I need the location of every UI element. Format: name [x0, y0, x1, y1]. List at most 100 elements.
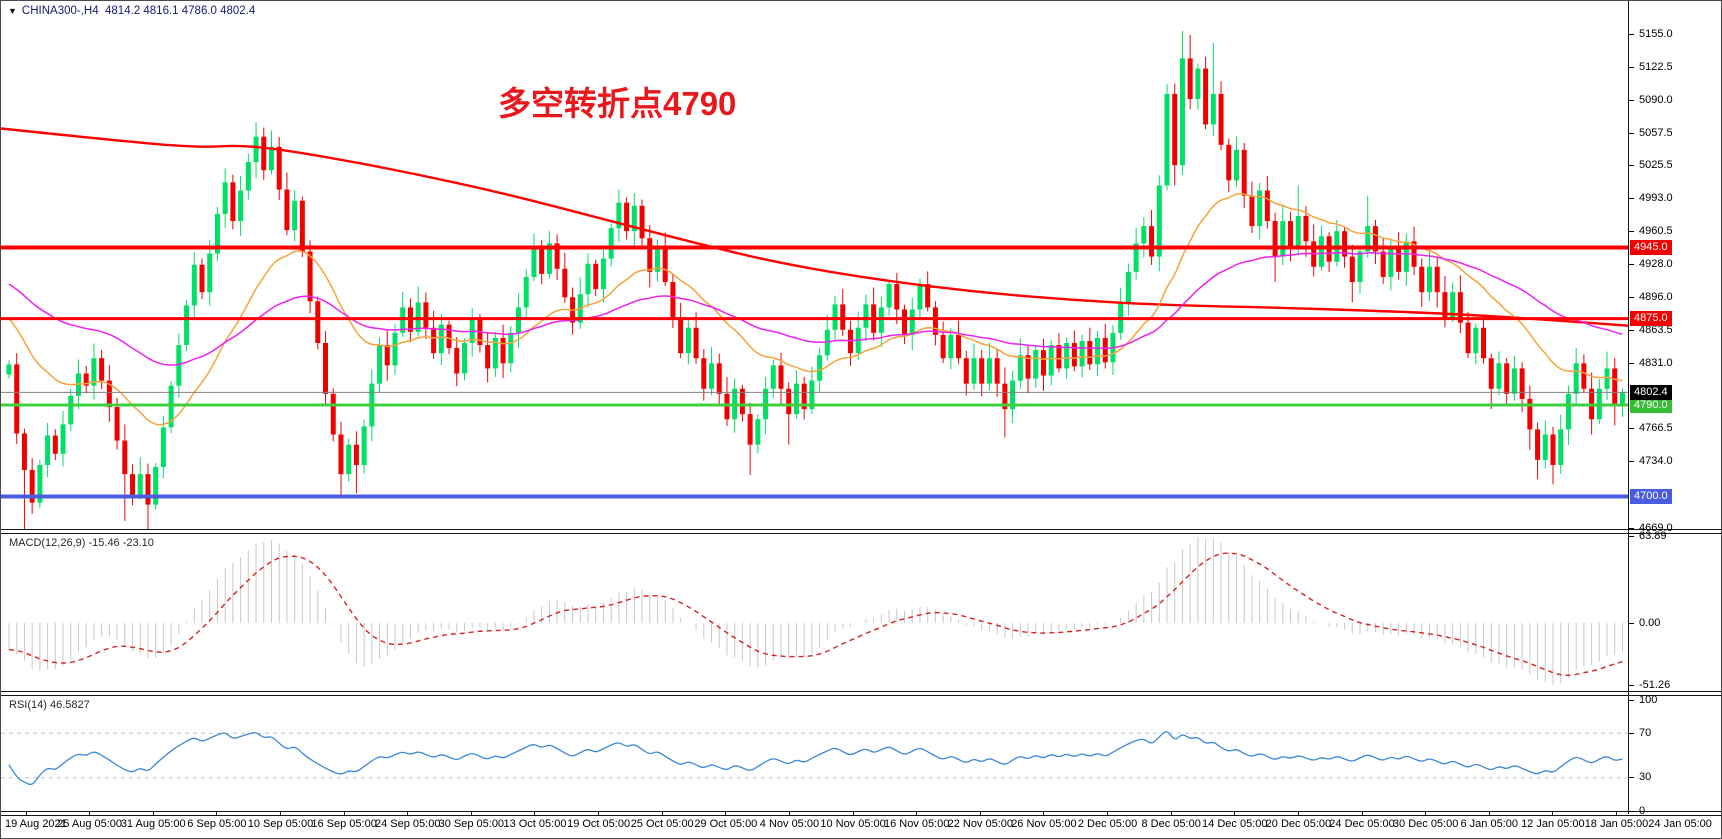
- time-label: 8 Dec 05:00: [1141, 818, 1201, 830]
- time-label: 26 Nov 05:00: [1011, 818, 1077, 830]
- axis-tick: [1628, 461, 1634, 462]
- price-tick-label: 4863.5: [1639, 324, 1673, 336]
- time-tick: [1616, 812, 1617, 816]
- time-tick: [853, 812, 854, 816]
- axis-tick: [1628, 777, 1634, 778]
- axis-tick: [1628, 67, 1634, 68]
- time-label: 6 Jan 05:00: [1460, 818, 1519, 830]
- time-label: 25 Oct 05:00: [630, 818, 694, 830]
- rsi-axis-label: 70: [1639, 727, 1652, 739]
- time-tick: [153, 812, 154, 816]
- axis-tick: [1628, 264, 1634, 265]
- chart-dropdown-icon[interactable]: ▼: [8, 6, 17, 16]
- price-tick-label: 4766.5: [1639, 422, 1673, 434]
- symbol-timeframe-label: CHINA300-,H4: [21, 5, 99, 17]
- time-tick: [1489, 812, 1490, 816]
- price-tick-label: 5155.0: [1639, 28, 1673, 40]
- time-label: 30 Dec 05:00: [1392, 818, 1459, 830]
- time-tick: [471, 812, 472, 816]
- time-label: 19 Oct 05:00: [567, 818, 631, 830]
- time-tick: [407, 812, 408, 816]
- time-tick: [789, 812, 790, 816]
- time-tick: [1234, 812, 1235, 816]
- price-tick-label: 5025.5: [1639, 159, 1673, 171]
- axis-tick: [1628, 100, 1634, 101]
- time-label: 16 Sep 05:00: [311, 818, 377, 830]
- price-tick-label: 4831.0: [1639, 357, 1673, 369]
- time-label: 10 Sep 05:00: [247, 818, 314, 830]
- level-price-badge: 4790.0: [1630, 398, 1672, 413]
- axis-tick: [1628, 165, 1634, 166]
- time-tick: [1298, 812, 1299, 816]
- level-price-badge: 4700.0: [1630, 489, 1672, 504]
- macd-axis-label: 63.89: [1639, 530, 1667, 542]
- macd-pane-canvas[interactable]: [1, 532, 1628, 692]
- rsi-pane-canvas[interactable]: [1, 694, 1628, 812]
- price-axis-border: [1628, 1, 1629, 814]
- time-tick: [344, 812, 345, 816]
- price-tick-label: 4928.0: [1639, 258, 1673, 270]
- time-tick: [1552, 812, 1553, 816]
- price-tick-label: 5090.0: [1639, 94, 1673, 106]
- time-tick: [980, 812, 981, 816]
- price-tick-label: 4896.0: [1639, 291, 1673, 303]
- time-label: 13 Oct 05:00: [503, 818, 567, 830]
- level-price-badge: 4945.0: [1630, 240, 1672, 255]
- price-tick-label: 5057.5: [1639, 127, 1673, 139]
- rsi-axis-label: 30: [1639, 771, 1652, 783]
- axis-tick: [1628, 700, 1634, 701]
- time-tick: [89, 812, 90, 816]
- macd-title: MACD(12,26,9): [9, 537, 86, 549]
- time-label: 25 Aug 05:00: [57, 818, 123, 830]
- annotation-text: 多空转折点4790: [498, 85, 737, 122]
- axis-tick: [1628, 428, 1634, 429]
- time-label: 24 Dec 05:00: [1329, 818, 1395, 830]
- axis-tick: [1628, 34, 1634, 35]
- axis-tick: [1628, 536, 1634, 537]
- macd-values: -15.46 -23.10: [88, 537, 154, 549]
- time-label: 22 Nov 05:00: [947, 818, 1014, 830]
- axis-tick: [1628, 133, 1634, 134]
- axis-tick: [1628, 811, 1634, 812]
- time-label: 14 Dec 05:00: [1202, 818, 1268, 830]
- time-label: 19 Aug 2021: [5, 818, 67, 830]
- time-tick: [534, 812, 535, 816]
- price-tick-label: 4669.0: [1639, 522, 1673, 534]
- time-label: 4 Nov 05:00: [759, 818, 820, 830]
- axis-tick: [1628, 198, 1634, 199]
- time-tick: [598, 812, 599, 816]
- time-tick: [26, 812, 27, 816]
- rsi-timeaxis-separator: [1, 811, 1721, 816]
- rsi-value: 46.5827: [49, 699, 90, 711]
- time-label: 20 Dec 05:00: [1265, 818, 1332, 830]
- rsi-axis-label: 100: [1639, 694, 1658, 706]
- time-label: 24 Sep 05:00: [374, 818, 441, 830]
- time-label: 12 Jan 05:00: [1521, 818, 1585, 830]
- axis-tick: [1628, 363, 1634, 364]
- time-label: 30 Sep 05:00: [438, 818, 505, 830]
- time-label: 24 Jan 05:00: [1648, 818, 1712, 830]
- price-tick-label: 5122.5: [1639, 61, 1673, 73]
- time-label: 10 Nov 05:00: [820, 818, 886, 830]
- rsi-axis-label: 0: [1639, 805, 1646, 817]
- price-tick-label: 4960.5: [1639, 225, 1673, 237]
- axis-tick: [1628, 685, 1634, 686]
- time-label: 6 Sep 05:00: [187, 818, 247, 830]
- time-tick: [1425, 812, 1426, 816]
- axis-tick: [1628, 231, 1634, 232]
- macd-rsi-separator[interactable]: [1, 691, 1721, 696]
- rsi-title: RSI(14): [9, 699, 47, 711]
- macd-axis-label: 0.00: [1639, 617, 1661, 629]
- time-tick: [280, 812, 281, 816]
- macd-axis-label: -51.26: [1639, 679, 1671, 691]
- time-tick: [916, 812, 917, 816]
- time-tick: [1171, 812, 1172, 816]
- time-tick: [1107, 812, 1108, 816]
- price-macd-separator[interactable]: [1, 529, 1721, 534]
- price-pane-canvas[interactable]: [1, 1, 1628, 532]
- time-label: 31 Aug 05:00: [120, 818, 186, 830]
- price-tick-label: 4993.0: [1639, 192, 1673, 204]
- time-tick: [1043, 812, 1044, 816]
- axis-tick: [1628, 330, 1634, 331]
